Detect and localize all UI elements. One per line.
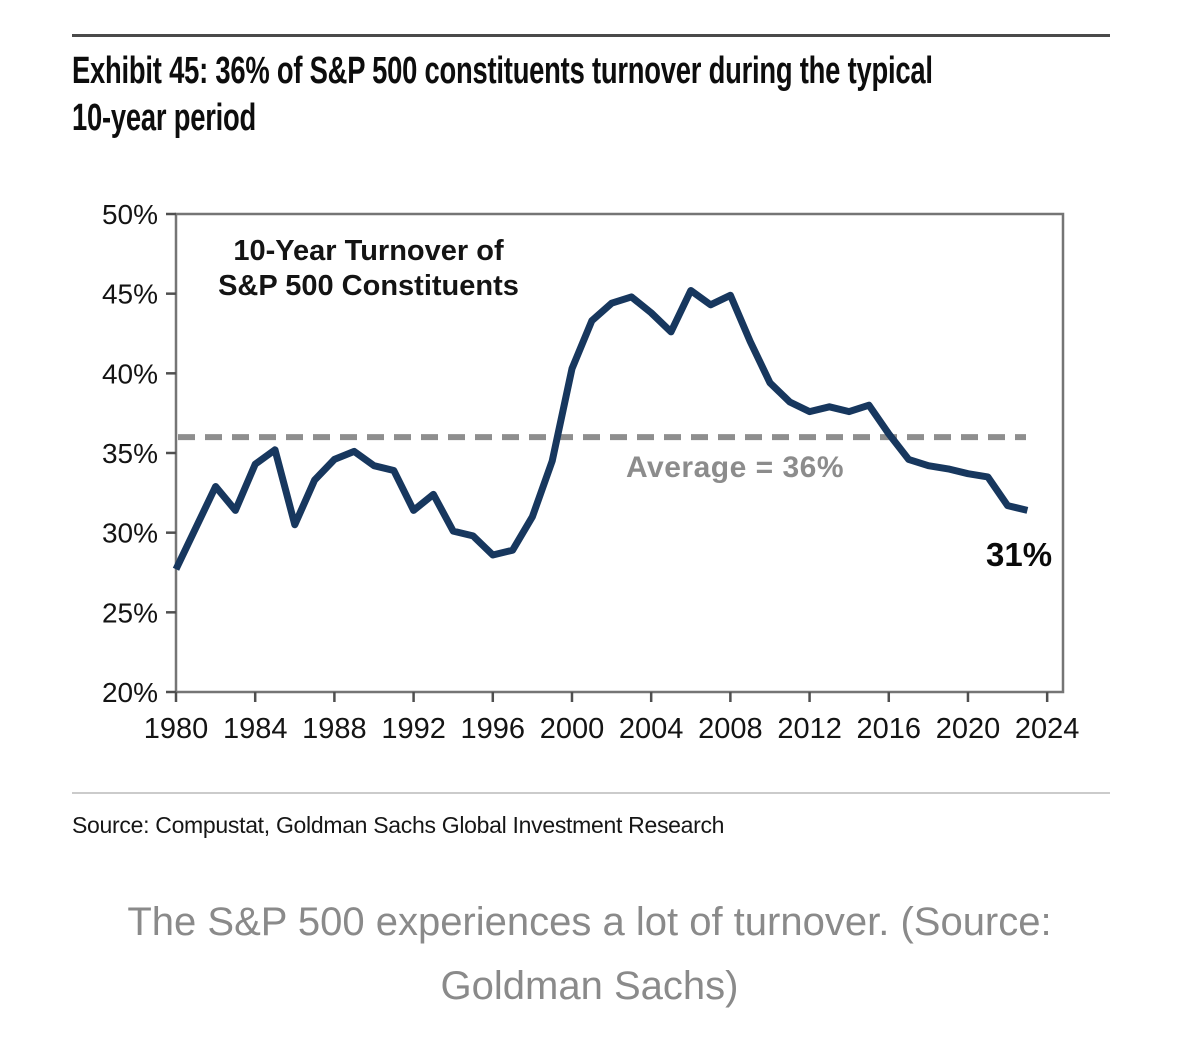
chart-area: 20% 25% 30% 35% 40% 45% 50% 1980 1984 1988 1992 199… <box>102 199 1080 745</box>
chart-inner-title-line2: S&P 500 Constituents <box>218 270 519 302</box>
x-tick-label: 2008 <box>698 713 763 745</box>
source-divider <box>72 792 1110 794</box>
chart-inner-title: 10-Year Turnover of S&P 500 Constituents <box>176 234 561 304</box>
x-tick-label: 2004 <box>619 713 684 745</box>
y-tick-label: 50% <box>102 199 158 230</box>
x-tick-label: 1984 <box>223 713 288 745</box>
x-tick-label: 1996 <box>461 713 526 745</box>
y-tick-label: 30% <box>102 518 158 549</box>
y-tick-label: 20% <box>102 677 158 708</box>
x-tick-label: 1988 <box>302 713 367 745</box>
exhibit-title-line1: Exhibit 45: 36% of S&P 500 constituents … <box>72 50 933 92</box>
exhibit-title-line2: 10-year period <box>72 97 257 139</box>
x-tick-label: 2016 <box>857 713 922 745</box>
turnover-line-chart: 20% 25% 30% 35% 40% 45% 50% 1980 1984 1988 1992 199… <box>102 199 1080 745</box>
x-tick-label: 2020 <box>936 713 1001 745</box>
x-tick-label: 2012 <box>777 713 842 745</box>
series-line <box>172 287 1029 571</box>
top-divider <box>72 34 1110 37</box>
y-tick-label: 35% <box>102 438 158 469</box>
caption-line2: Goldman Sachs) <box>440 964 739 1008</box>
y-tick-label: 45% <box>102 279 158 310</box>
caption-line1: The S&P 500 experiences a lot of turnove… <box>127 900 1052 944</box>
x-tick-label: 1992 <box>381 713 446 745</box>
y-tick-label: 25% <box>102 597 158 628</box>
exhibit-title: Exhibit 45: 36% of S&P 500 constituents … <box>72 48 1152 142</box>
x-tick-label: 2024 <box>1015 713 1080 745</box>
average-label: Average = 36% <box>626 451 845 484</box>
x-tick-label: 1980 <box>144 713 209 745</box>
chart-inner-title-line1: 10-Year Turnover of <box>233 235 504 267</box>
y-tick-label: 40% <box>102 358 158 389</box>
caption: The S&P 500 experiences a lot of turnove… <box>0 890 1179 1018</box>
end-value-label: 31% <box>986 536 1053 573</box>
source-text: Source: Compustat, Goldman Sachs Global … <box>72 812 725 838</box>
x-tick-label: 2000 <box>540 713 605 745</box>
